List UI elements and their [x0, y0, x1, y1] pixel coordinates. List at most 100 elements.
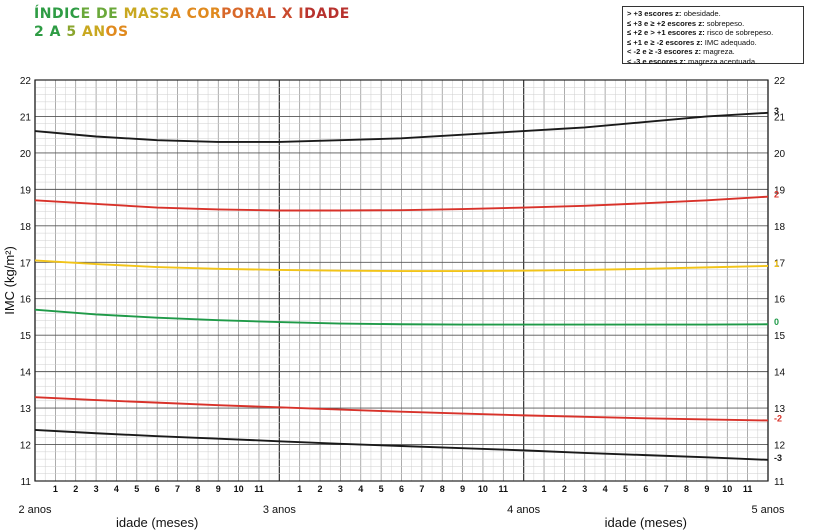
- legend-row-key: < -3 e escores z:: [627, 56, 686, 66]
- x-axis-label: idade (meses): [116, 515, 198, 530]
- y-tick-label-left: 13: [20, 404, 32, 415]
- x-tick-label: 6: [155, 484, 160, 494]
- legend-row: ≤ +3 e ≥ +2 escores z: sobrepeso.: [627, 19, 799, 29]
- x-tick-label: 5: [623, 484, 628, 494]
- series-label: -2: [774, 413, 782, 423]
- y-tick-label-right: 21: [774, 112, 786, 123]
- chart-subtitle: 2 A 5 ANOS: [34, 24, 129, 40]
- x-tick-label: 3: [94, 484, 99, 494]
- legend-row-text: magreza.: [701, 47, 735, 57]
- y-tick-label-left: 14: [20, 368, 32, 379]
- x-tick-label: 2: [318, 484, 323, 494]
- series-label: 0: [774, 317, 779, 327]
- x-tick-label: 4: [114, 484, 119, 494]
- y-tick-label-right: 19: [774, 185, 786, 196]
- legend-row-key: < -2 e ≥ -3 escores z:: [627, 47, 702, 57]
- series-line: [34, 429, 769, 461]
- x-axis-label: idade (meses): [605, 515, 687, 530]
- series-label: 2: [774, 190, 779, 200]
- x-tick-label: 1: [297, 484, 302, 494]
- legend-row-key: ≤ +1 e ≥ -2 escores z:: [627, 37, 703, 47]
- series-line: [34, 111, 769, 143]
- series-line: [34, 195, 769, 212]
- x-tick-label: 1: [53, 484, 58, 494]
- x-tick-label: 7: [419, 484, 424, 494]
- y-tick-label-right: 15: [774, 331, 786, 342]
- x-tick-label: 6: [643, 484, 648, 494]
- x-tick-label: 8: [195, 484, 200, 494]
- x-major-label: 5 anos: [751, 504, 785, 516]
- x-tick-label: 2: [73, 484, 78, 494]
- x-major-label: 2 anos: [18, 504, 52, 516]
- x-tick-label: 11: [499, 484, 509, 494]
- y-axis-label: IMC (kg/m²): [2, 246, 17, 315]
- y-tick-label-left: 22: [20, 76, 32, 87]
- y-tick-label-right: 20: [774, 149, 786, 160]
- plot-frame: [34, 79, 769, 482]
- legend-row: < -3 e escores z: magreza acentuada.: [627, 57, 799, 67]
- x-tick-label: 6: [399, 484, 404, 494]
- x-tick-label: 9: [216, 484, 221, 494]
- series-line: [34, 259, 769, 272]
- x-tick-label: 4: [358, 484, 363, 494]
- chart-subtitle-text: 2 A 5 ANOS: [34, 24, 129, 40]
- x-tick-label: 4: [603, 484, 608, 494]
- series-label: -3: [774, 453, 782, 463]
- legend-row-key: > +3 escores z:: [627, 9, 682, 18]
- x-tick-label: 1: [542, 484, 547, 494]
- y-tick-label-left: 17: [20, 258, 32, 269]
- x-tick-label: 8: [684, 484, 689, 494]
- series-line: [34, 308, 769, 326]
- legend-row-text: IMC adequado.: [702, 37, 757, 47]
- x-tick-label: 10: [722, 484, 732, 494]
- series-line: [34, 396, 769, 422]
- legend-row-text: sobrepeso.: [704, 18, 745, 28]
- y-tick-label-right: 17: [774, 258, 786, 269]
- x-tick-label: 11: [254, 484, 264, 494]
- y-tick-label-left: 18: [20, 222, 32, 233]
- y-tick-label-right: 18: [774, 222, 786, 233]
- legend-row: ≤ +1 e ≥ -2 escores z: IMC adequado.: [627, 38, 799, 48]
- x-tick-label: 5: [134, 484, 139, 494]
- y-tick-label-left: 21: [20, 112, 32, 123]
- y-tick-label-right: 11: [774, 477, 785, 488]
- x-major-label: 4 anos: [507, 504, 541, 516]
- y-tick-label-left: 12: [20, 441, 32, 452]
- series-label: 3: [774, 106, 779, 116]
- legend-row-key: ≤ +3 e ≥ +2 escores z:: [627, 18, 705, 28]
- y-tick-label-right: 13: [774, 404, 786, 415]
- x-tick-label: 8: [440, 484, 445, 494]
- x-tick-label: 10: [478, 484, 488, 494]
- y-tick-label-right: 16: [774, 295, 786, 306]
- legend-row-text: magreza acentuada.: [685, 56, 758, 66]
- x-tick-label: 5: [379, 484, 384, 494]
- x-major-label: 3 anos: [263, 504, 297, 516]
- legend-row-text: risco de sobrepeso.: [704, 28, 774, 38]
- x-tick-label: 9: [460, 484, 465, 494]
- chart-title: ÍNDICE DE MASSA CORPORAL X IDADE: [34, 6, 350, 22]
- y-tick-label-left: 15: [20, 331, 32, 342]
- y-tick-label-right: 14: [774, 368, 786, 379]
- legend-row-key: ≤ +2 e > +1 escores z:: [627, 28, 705, 38]
- legend-row: < -2 e ≥ -3 escores z: magreza.: [627, 47, 799, 57]
- y-tick-label-right: 22: [774, 76, 786, 87]
- x-tick-label: 9: [704, 484, 709, 494]
- series-label: 1: [774, 259, 779, 269]
- y-tick-label-left: 19: [20, 185, 32, 196]
- x-tick-label: 10: [234, 484, 244, 494]
- legend-row: ≤ +2 e > +1 escores z: risco de sobrepes…: [627, 28, 799, 38]
- y-tick-label-left: 20: [20, 149, 32, 160]
- legend-row: > +3 escores z: obesidade.: [627, 9, 799, 19]
- y-tick-label-left: 16: [20, 295, 32, 306]
- x-tick-label: 3: [582, 484, 587, 494]
- x-tick-label: 3: [338, 484, 343, 494]
- x-tick-label: 7: [664, 484, 669, 494]
- chart-title-text: ÍNDICE DE MASSA CORPORAL X IDADE: [34, 6, 350, 22]
- y-tick-label-right: 12: [774, 441, 786, 452]
- legend-box: > +3 escores z: obesidade. ≤ +3 e ≥ +2 es…: [622, 6, 804, 67]
- x-tick-label: 7: [175, 484, 180, 494]
- y-tick-label-left: 11: [21, 477, 32, 488]
- legend-row-text: obesidade.: [681, 9, 721, 18]
- x-tick-label: 2: [562, 484, 567, 494]
